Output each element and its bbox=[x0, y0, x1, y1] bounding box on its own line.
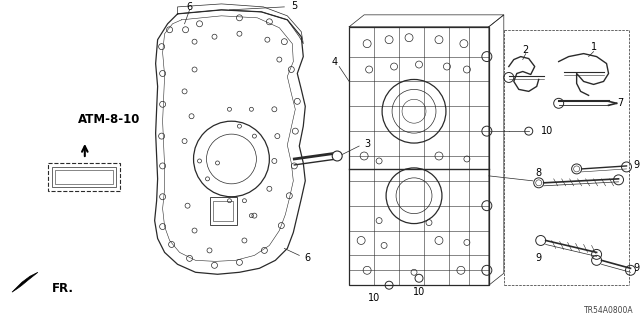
Text: 3: 3 bbox=[364, 139, 370, 149]
Text: 9: 9 bbox=[634, 263, 639, 273]
Text: 8: 8 bbox=[536, 168, 542, 178]
Text: 10: 10 bbox=[413, 287, 425, 297]
Text: FR.: FR. bbox=[52, 282, 74, 295]
Text: ATM-8-10: ATM-8-10 bbox=[78, 113, 140, 126]
Text: 2: 2 bbox=[523, 44, 529, 55]
Text: 10: 10 bbox=[368, 293, 380, 303]
Text: TR54A0800A: TR54A0800A bbox=[584, 306, 634, 315]
Text: 6: 6 bbox=[304, 253, 310, 263]
Text: 9: 9 bbox=[536, 253, 542, 263]
Polygon shape bbox=[12, 272, 38, 292]
Bar bbox=[48, 163, 120, 191]
Bar bbox=[52, 167, 116, 187]
Bar bbox=[209, 197, 237, 225]
Bar bbox=[349, 27, 489, 285]
Text: 6: 6 bbox=[186, 2, 193, 12]
Text: 9: 9 bbox=[634, 160, 639, 170]
Bar bbox=[214, 201, 234, 220]
Text: 7: 7 bbox=[618, 98, 623, 108]
Text: 1: 1 bbox=[591, 42, 596, 52]
Bar bbox=[55, 170, 113, 184]
Text: 5: 5 bbox=[291, 1, 298, 11]
Text: 10: 10 bbox=[541, 126, 553, 136]
Circle shape bbox=[332, 151, 342, 161]
Text: 4: 4 bbox=[331, 57, 337, 67]
